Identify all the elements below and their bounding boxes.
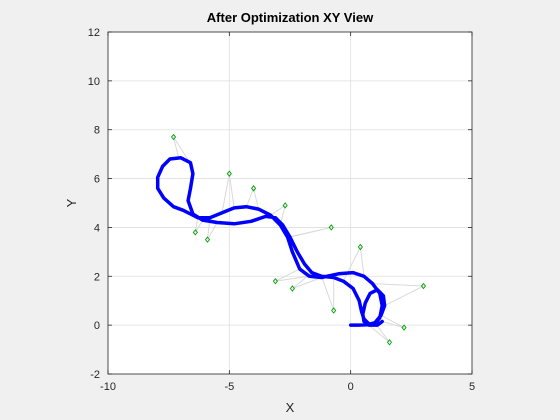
graph-edge (292, 277, 322, 289)
graph-edge (270, 205, 286, 216)
graph-edge (275, 268, 300, 282)
landmark-point (401, 324, 407, 331)
landmark-point (204, 236, 211, 243)
graph-edge (359, 246, 365, 277)
ticks (107, 31, 473, 375)
graph-edge (368, 324, 390, 343)
landmark-point (192, 229, 198, 236)
landmark-point (420, 282, 427, 290)
landmark-point (289, 285, 296, 292)
graph-edge (321, 276, 335, 311)
x-tick-label: -10 (100, 381, 116, 393)
graph-edge (372, 283, 424, 287)
x-tick-label: -5 (224, 381, 234, 393)
landmark-point (272, 277, 279, 285)
y-axis-label: Y (64, 198, 79, 207)
x-tick-label: 0 (348, 381, 354, 393)
y-tick-label: -2 (90, 369, 100, 381)
trajectory-line (155, 156, 387, 327)
graph-edge (245, 188, 255, 207)
y-tick-label: 2 (94, 271, 100, 283)
landmark-point (282, 202, 288, 209)
axes-box (107, 31, 473, 375)
landmark-point (331, 307, 337, 314)
axes-background (108, 32, 472, 374)
graph-edge (289, 226, 332, 238)
graph-edges (173, 136, 424, 343)
graph-edge (228, 173, 235, 208)
graph-edge (384, 285, 424, 307)
graph-edge (253, 188, 259, 210)
x-tick-label: 5 (469, 381, 475, 393)
trajectory (155, 156, 387, 327)
graph-edge (173, 136, 179, 157)
landmark-point (386, 339, 393, 346)
landmark-point (170, 133, 177, 141)
graph-edge (342, 246, 361, 282)
y-tick-label: 8 (94, 125, 100, 137)
landmark-point (251, 185, 257, 192)
y-tick-label: 12 (88, 27, 100, 39)
graph-edge (382, 320, 405, 329)
tick-labels: -10 -5 0 5 -2 0 2 4 6 8 10 12 (88, 27, 475, 393)
y-tick-label: 10 (88, 76, 100, 88)
y-tick-label: 6 (94, 174, 100, 186)
x-axis-label: X (286, 400, 295, 415)
landmarks (170, 133, 427, 346)
graph-edge (194, 219, 204, 233)
landmark-point (357, 243, 363, 251)
graph-edge (207, 222, 218, 240)
y-tick-label: 0 (94, 320, 100, 332)
landmark-point (226, 170, 232, 177)
graph-edge (380, 314, 405, 329)
graph-edge (275, 275, 310, 282)
chart-title: After Optimization XY View (207, 10, 374, 25)
graph-edge (221, 173, 230, 213)
y-tick-label: 4 (94, 222, 100, 234)
landmark-point (328, 224, 334, 231)
